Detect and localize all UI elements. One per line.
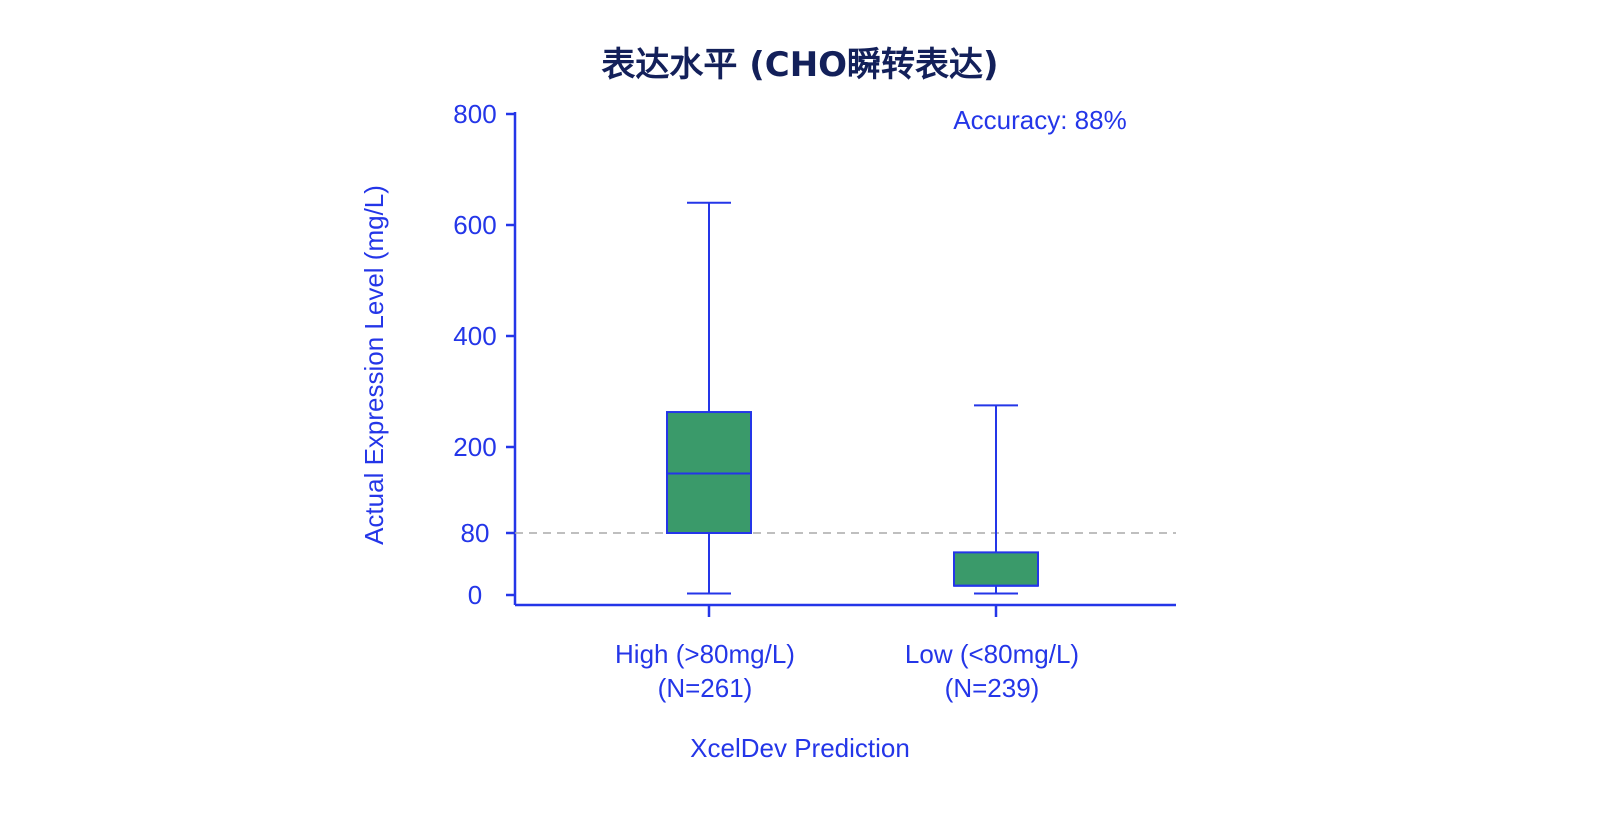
y-axis-label: Actual Expression Level (mg/L)	[359, 185, 389, 545]
chart-title: 表达水平 (CHO瞬转表达)	[601, 45, 998, 85]
y-tick-label-200: 200	[453, 432, 496, 462]
y-tick-label-0: 0	[468, 580, 482, 610]
x-tick-n-label-0: (N=261)	[658, 673, 753, 703]
y-tick-label-600: 600	[453, 210, 496, 240]
accuracy-annotation: Accuracy: 88%	[953, 105, 1126, 135]
box-1	[953, 551, 1039, 587]
x-axis-label: XcelDev Prediction	[690, 733, 910, 763]
x-tick-label-0: High (>80mg/L)	[615, 639, 795, 669]
y-tick-label-80: 80	[461, 518, 490, 548]
x-tick-label-1: Low (<80mg/L)	[905, 639, 1079, 669]
plot-area: 0 80 200 400 600 800 High (>80mg/L) (N=261) Low …	[453, 99, 1176, 703]
y-tick-label-800: 800	[453, 99, 496, 129]
x-tick-n-label-1: (N=239)	[945, 673, 1040, 703]
y-tick-label-400: 400	[453, 321, 496, 351]
